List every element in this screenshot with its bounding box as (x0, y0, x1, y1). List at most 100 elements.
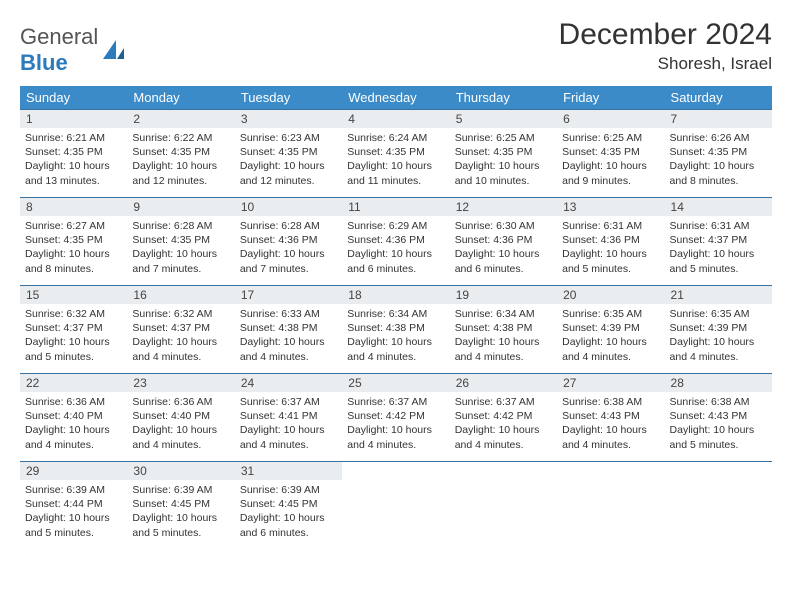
calendar-cell: 1Sunrise: 6:21 AMSunset: 4:35 PMDaylight… (20, 110, 127, 198)
day-number: 15 (20, 286, 127, 304)
daylight-text: and 5 minutes. (670, 262, 767, 276)
daylight-text: Daylight: 10 hours (25, 511, 122, 525)
daylight-text: Daylight: 10 hours (670, 159, 767, 173)
day-body: Sunrise: 6:38 AMSunset: 4:43 PMDaylight:… (665, 392, 772, 456)
sunrise-text: Sunrise: 6:25 AM (455, 131, 552, 145)
calendar-cell: 11Sunrise: 6:29 AMSunset: 4:36 PMDayligh… (342, 198, 449, 286)
daylight-text: and 12 minutes. (240, 174, 337, 188)
day-number: 13 (557, 198, 664, 216)
daylight-text: and 5 minutes. (670, 438, 767, 452)
weekday-header: Friday (557, 86, 664, 110)
daylight-text: Daylight: 10 hours (562, 423, 659, 437)
calendar-week: 1Sunrise: 6:21 AMSunset: 4:35 PMDaylight… (20, 110, 772, 198)
sunset-text: Sunset: 4:35 PM (25, 233, 122, 247)
daylight-text: and 4 minutes. (347, 438, 444, 452)
daylight-text: and 4 minutes. (455, 350, 552, 364)
sunrise-text: Sunrise: 6:32 AM (132, 307, 229, 321)
weekday-header: Wednesday (342, 86, 449, 110)
day-number: 8 (20, 198, 127, 216)
sunrise-text: Sunrise: 6:23 AM (240, 131, 337, 145)
sunset-text: Sunset: 4:37 PM (670, 233, 767, 247)
sunrise-text: Sunrise: 6:38 AM (562, 395, 659, 409)
daylight-text: and 7 minutes. (240, 262, 337, 276)
day-body: Sunrise: 6:39 AMSunset: 4:45 PMDaylight:… (235, 480, 342, 544)
day-number: 1 (20, 110, 127, 128)
daylight-text: and 6 minutes. (240, 526, 337, 540)
day-body: Sunrise: 6:29 AMSunset: 4:36 PMDaylight:… (342, 216, 449, 280)
sunset-text: Sunset: 4:45 PM (132, 497, 229, 511)
calendar-cell: 19Sunrise: 6:34 AMSunset: 4:38 PMDayligh… (450, 286, 557, 374)
day-body: Sunrise: 6:35 AMSunset: 4:39 PMDaylight:… (665, 304, 772, 368)
day-number: 21 (665, 286, 772, 304)
day-body: Sunrise: 6:33 AMSunset: 4:38 PMDaylight:… (235, 304, 342, 368)
daylight-text: Daylight: 10 hours (347, 159, 444, 173)
day-number: 30 (127, 462, 234, 480)
sunrise-text: Sunrise: 6:39 AM (132, 483, 229, 497)
day-number: 19 (450, 286, 557, 304)
sunset-text: Sunset: 4:36 PM (562, 233, 659, 247)
day-body: Sunrise: 6:31 AMSunset: 4:37 PMDaylight:… (665, 216, 772, 280)
day-number (557, 462, 664, 466)
calendar-cell: 25Sunrise: 6:37 AMSunset: 4:42 PMDayligh… (342, 374, 449, 462)
daylight-text: and 9 minutes. (562, 174, 659, 188)
calendar-cell (450, 462, 557, 550)
sunrise-text: Sunrise: 6:33 AM (240, 307, 337, 321)
calendar-cell: 16Sunrise: 6:32 AMSunset: 4:37 PMDayligh… (127, 286, 234, 374)
calendar-week: 8 Sunrise: 6:27 AMSunset: 4:35 PM Daylight… (20, 198, 772, 286)
daylight-text: and 4 minutes. (240, 350, 337, 364)
daylight-text: Daylight: 10 hours (25, 423, 122, 437)
day-body: Sunrise: 6:36 AMSunset: 4:40 PMDaylight:… (127, 392, 234, 456)
sunrise-text: Sunrise: 6:34 AM (455, 307, 552, 321)
day-number: 11 (342, 198, 449, 216)
day-number: 27 (557, 374, 664, 392)
day-body: Sunrise: 6:21 AMSunset: 4:35 PMDaylight:… (20, 128, 127, 192)
sunrise-text: Sunrise: 6:31 AM (562, 219, 659, 233)
daylight-text: Daylight: 10 hours (347, 247, 444, 261)
calendar-cell: 18Sunrise: 6:34 AMSunset: 4:38 PMDayligh… (342, 286, 449, 374)
sunrise-text: Sunrise: 6:27 AM (25, 219, 122, 233)
daylight-text: and 4 minutes. (132, 350, 229, 364)
calendar-cell: 30Sunrise: 6:39 AMSunset: 4:45 PMDayligh… (127, 462, 234, 550)
sunrise-text: Sunrise: 6:25 AM (562, 131, 659, 145)
daylight-text: and 4 minutes. (240, 438, 337, 452)
sunrise-text: Sunrise: 6:30 AM (455, 219, 552, 233)
daylight-text: Daylight: 10 hours (132, 511, 229, 525)
day-number: 2 (127, 110, 234, 128)
sunrise-text: Sunrise: 6:37 AM (240, 395, 337, 409)
daylight-text: Daylight: 10 hours (25, 159, 122, 173)
sunset-text: Sunset: 4:35 PM (240, 145, 337, 159)
sunset-text: Sunset: 4:44 PM (25, 497, 122, 511)
sunset-text: Sunset: 4:42 PM (347, 409, 444, 423)
day-body: Sunrise: 6:34 AMSunset: 4:38 PMDaylight:… (342, 304, 449, 368)
day-body: Sunrise: 6:23 AMSunset: 4:35 PMDaylight:… (235, 128, 342, 192)
daylight-text: Daylight: 10 hours (347, 423, 444, 437)
logo-text-2: Blue (20, 50, 68, 75)
daylight-text: Daylight: 10 hours (132, 423, 229, 437)
day-body: Sunrise: 6:32 AMSunset: 4:37 PMDaylight:… (127, 304, 234, 368)
day-body: Sunrise: 6:39 AMSunset: 4:45 PMDaylight:… (127, 480, 234, 544)
header: General Blue December 2024 Shoresh, Isra… (20, 18, 772, 76)
sunset-text: Sunset: 4:38 PM (240, 321, 337, 335)
sunset-text: Sunset: 4:35 PM (562, 145, 659, 159)
day-number (665, 462, 772, 466)
daylight-text: and 4 minutes. (455, 438, 552, 452)
calendar-cell: 8Sunrise: 6:27 AMSunset: 4:35 PMDaylight… (20, 198, 127, 286)
day-body: Sunrise: 6:36 AMSunset: 4:40 PMDaylight:… (20, 392, 127, 456)
daylight-text: Daylight: 10 hours (240, 511, 337, 525)
sunset-text: Sunset: 4:36 PM (455, 233, 552, 247)
calendar-cell: 9Sunrise: 6:28 AMSunset: 4:35 PMDaylight… (127, 198, 234, 286)
calendar-cell: 10Sunrise: 6:28 AMSunset: 4:36 PMDayligh… (235, 198, 342, 286)
calendar-cell: 20Sunrise: 6:35 AMSunset: 4:39 PMDayligh… (557, 286, 664, 374)
day-number: 25 (342, 374, 449, 392)
sunset-text: Sunset: 4:42 PM (455, 409, 552, 423)
calendar: Sunday Monday Tuesday Wednesday Thursday… (20, 86, 772, 550)
daylight-text: and 6 minutes. (455, 262, 552, 276)
daylight-text: Daylight: 10 hours (562, 335, 659, 349)
calendar-cell: 6Sunrise: 6:25 AMSunset: 4:35 PMDaylight… (557, 110, 664, 198)
sunset-text: Sunset: 4:40 PM (132, 409, 229, 423)
sunset-text: Sunset: 4:43 PM (670, 409, 767, 423)
daylight-text: Daylight: 10 hours (455, 247, 552, 261)
daylight-text: and 7 minutes. (132, 262, 229, 276)
day-body: Sunrise: 6:26 AMSunset: 4:35 PMDaylight:… (665, 128, 772, 192)
sunrise-text: Sunrise: 6:34 AM (347, 307, 444, 321)
